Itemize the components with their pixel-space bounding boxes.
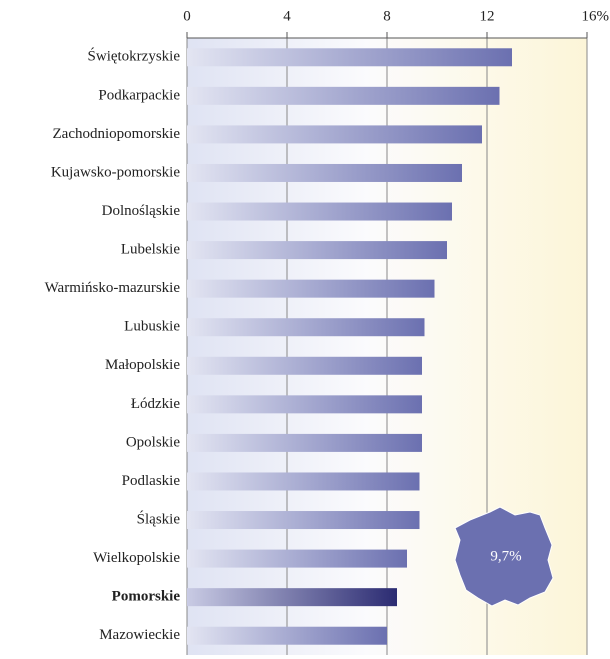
- y-tick-label: Zachodniopomorskie: [53, 126, 181, 142]
- y-tick-label: Warmińsko-mazurskie: [45, 280, 181, 296]
- bar: [187, 472, 420, 491]
- bar: [187, 163, 462, 182]
- x-tick-label: 8: [383, 8, 391, 24]
- annotation: 9,7%: [490, 548, 521, 564]
- bar: [187, 356, 422, 375]
- bar: [187, 241, 447, 260]
- y-tick-label: Śląskie: [137, 510, 181, 527]
- x-tick-label: 16%: [582, 8, 610, 24]
- bar: [187, 626, 387, 645]
- y-tick-label: Podkarpackie: [98, 87, 180, 103]
- y-tick-label: Łódzkie: [131, 396, 180, 412]
- bar: [187, 318, 425, 337]
- bar: [187, 48, 512, 67]
- y-tick-label: Świętokrzyskie: [88, 48, 181, 65]
- bar: [187, 433, 422, 452]
- y-tick-label: Podlaskie: [122, 473, 181, 489]
- bar: [187, 549, 407, 568]
- bar: [187, 395, 422, 414]
- y-tick-label: Kujawsko-pomorskie: [51, 164, 180, 180]
- poland-map: [454, 506, 554, 607]
- bar: [187, 86, 500, 105]
- y-tick-label: Lubelskie: [121, 242, 180, 258]
- x-tick-label: 4: [283, 8, 291, 24]
- bar: [187, 279, 435, 298]
- y-tick-label: Małopolskie: [105, 357, 180, 373]
- y-tick-label: Lubuskie: [124, 319, 180, 335]
- y-tick-label: Wielkopolskie: [93, 550, 180, 566]
- bar: [187, 511, 420, 530]
- y-tick-label: Pomorskie: [112, 589, 181, 605]
- y-tick-label: Mazowieckie: [99, 627, 180, 643]
- x-tick-label: 0: [183, 8, 191, 24]
- y-tick-label: Dolnośląskie: [102, 203, 181, 219]
- bar: [187, 588, 397, 607]
- y-tick-label: Opolskie: [126, 434, 181, 450]
- bar: [187, 125, 482, 144]
- x-tick-label: 12: [480, 8, 495, 24]
- bar: [187, 202, 452, 221]
